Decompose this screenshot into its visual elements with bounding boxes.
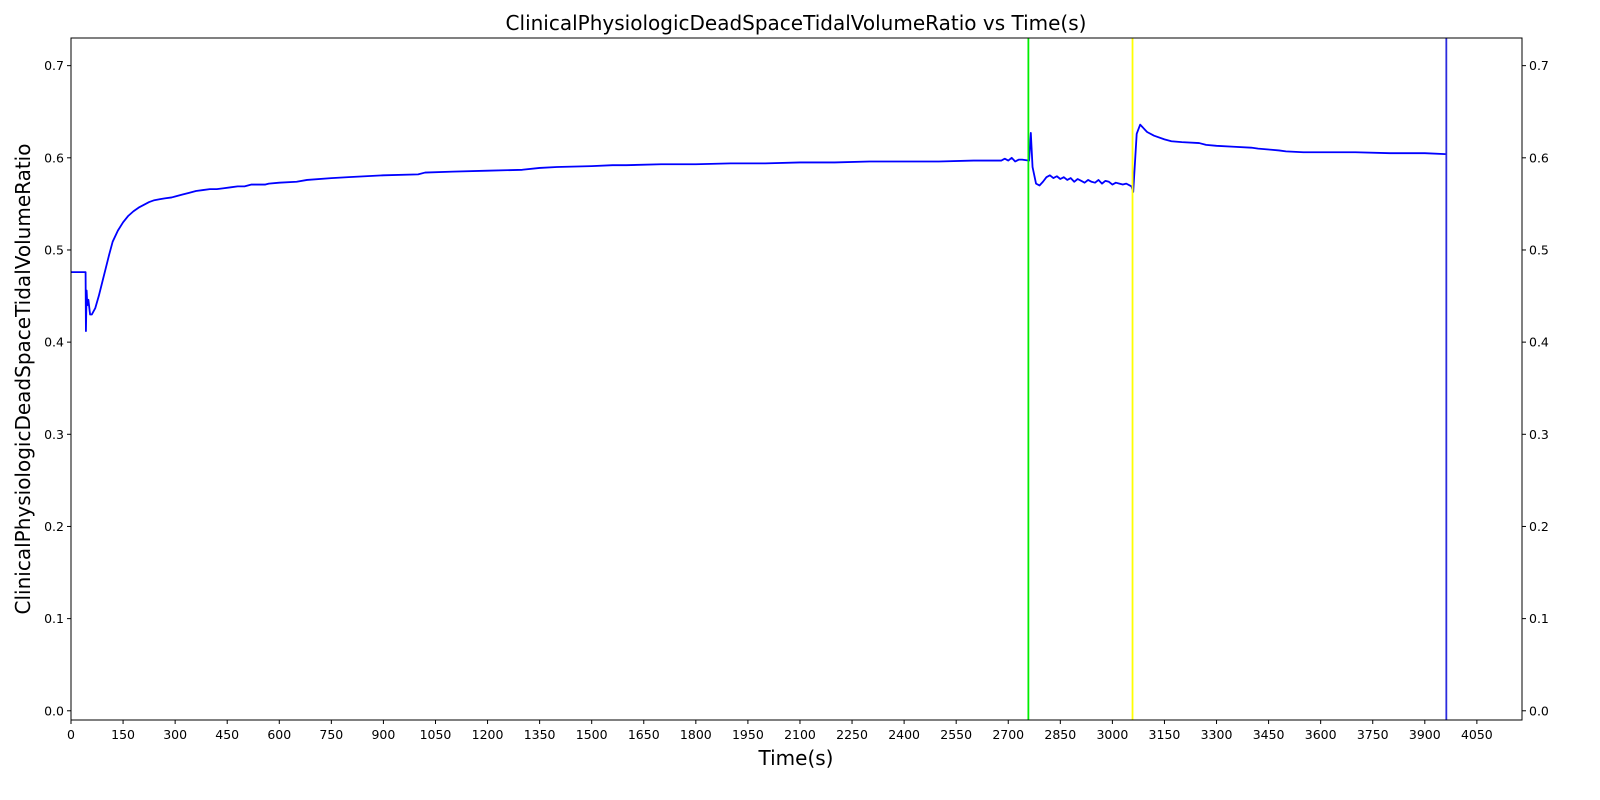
y-tick-label-left: 0.3 <box>44 427 64 442</box>
x-tick-label: 1350 <box>524 727 556 742</box>
x-tick-label: 2850 <box>1044 727 1076 742</box>
y-tick-label-left: 0.0 <box>44 703 64 718</box>
x-axis-label: Time(s) <box>758 746 834 770</box>
x-tick-label: 1800 <box>680 727 712 742</box>
x-tick-label: 2100 <box>784 727 816 742</box>
x-tick-label: 450 <box>215 727 239 742</box>
x-tick-label: 3150 <box>1149 727 1181 742</box>
x-tick-label: 3000 <box>1096 727 1128 742</box>
x-tick-label: 300 <box>163 727 187 742</box>
y-tick-label-left: 0.5 <box>44 242 64 257</box>
x-tick-label: 3900 <box>1409 727 1441 742</box>
plot-frame <box>70 37 1523 721</box>
x-tick-label: 2250 <box>836 727 868 742</box>
x-tick-label: 0 <box>67 727 75 742</box>
x-tick-label: 3300 <box>1201 727 1233 742</box>
x-tick-label: 3600 <box>1305 727 1337 742</box>
x-tick-label: 3750 <box>1357 727 1389 742</box>
y-tick-label-right: 0.4 <box>1529 335 1549 350</box>
x-tick-label: 3450 <box>1253 727 1285 742</box>
y-tick-label-right: 0.6 <box>1529 150 1549 165</box>
x-tick-label: 1950 <box>732 727 764 742</box>
y-tick-label-right: 0.1 <box>1529 611 1549 626</box>
x-tick-label: 1650 <box>628 727 660 742</box>
chart-title: ClinicalPhysiologicDeadSpaceTidalVolumeR… <box>506 11 1087 35</box>
y-tick-label-left: 0.6 <box>44 150 64 165</box>
plot-area <box>71 38 1448 720</box>
y-tick-label-right: 0.3 <box>1529 427 1549 442</box>
series-line-0 <box>71 123 1446 332</box>
x-tick-label: 4050 <box>1461 727 1493 742</box>
y-tick-label-right: 0.2 <box>1529 519 1549 534</box>
x-tick-label: 1200 <box>472 727 504 742</box>
x-axis: 0 150 300 450 600 750 900 1050 1200 1350 1500 1650 1… <box>67 720 1493 742</box>
x-tick-label: 1500 <box>576 727 608 742</box>
x-tick-label: 2550 <box>940 727 972 742</box>
x-tick-label: 150 <box>111 727 135 742</box>
y-tick-label-left: 0.4 <box>44 335 64 350</box>
x-tick-label: 2700 <box>992 727 1024 742</box>
x-tick-label: 2400 <box>888 727 920 742</box>
y-axis-label: ClinicalPhysiologicDeadSpaceTidalVolumeR… <box>11 144 35 615</box>
y-tick-label-left: 0.7 <box>44 58 64 73</box>
x-tick-label: 1050 <box>420 727 452 742</box>
x-tick-label: 900 <box>371 727 395 742</box>
y-tick-label-right: 0.0 <box>1529 703 1549 718</box>
y-tick-label-right: 0.7 <box>1529 58 1549 73</box>
x-tick-label: 750 <box>319 727 343 742</box>
y-axis-right: 0.0 0.1 0.2 0.3 0.4 0.5 0.6 0.7 <box>1522 58 1549 718</box>
x-tick-label: 600 <box>267 727 291 742</box>
y-tick-label-left: 0.2 <box>44 519 64 534</box>
y-tick-label-left: 0.1 <box>44 611 64 626</box>
y-axis-left: 0.0 0.1 0.2 0.3 0.4 0.5 0.6 0.7 <box>44 58 71 718</box>
y-tick-label-right: 0.5 <box>1529 242 1549 257</box>
